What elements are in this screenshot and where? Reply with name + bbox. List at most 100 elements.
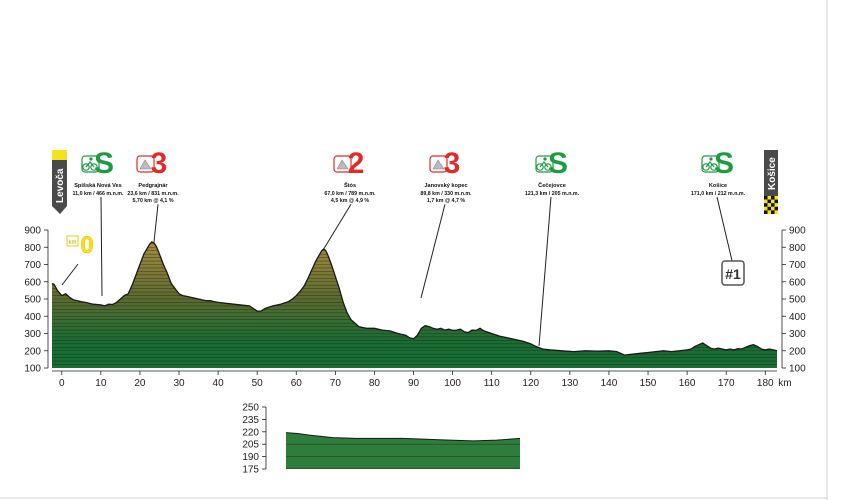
x-unit-label: km bbox=[778, 378, 791, 389]
x-axis: 0 10 20 30 40 50 60 70 80 90 100 110 120 130 140 150 160… bbox=[52, 370, 792, 389]
cyclist-head bbox=[709, 157, 713, 161]
sprint-badge-label: S bbox=[548, 147, 568, 180]
km-zero-value: 0 bbox=[80, 232, 93, 259]
finish-checker bbox=[767, 199, 771, 204]
x-tick-label: 70 bbox=[330, 378, 342, 389]
finish-checker bbox=[774, 210, 778, 214]
finish-checker bbox=[767, 196, 771, 200]
sprint-badge: S bbox=[535, 147, 568, 180]
finish-checker bbox=[764, 210, 768, 214]
y-tick-label-right: 900 bbox=[789, 226, 806, 237]
finish-label: Košice bbox=[767, 157, 778, 190]
callout-sprint-4: S Čečejovce 121,3 km / 205 m.n.m. bbox=[525, 147, 580, 347]
finish-checker bbox=[771, 203, 775, 207]
y-tick-label-left: 800 bbox=[24, 243, 41, 254]
callout-detail: 121,3 km / 205 m.n.m. bbox=[525, 191, 580, 197]
x-tick-label: 180 bbox=[757, 378, 774, 389]
y-tick-label-right: 800 bbox=[789, 243, 806, 254]
y-axis-left: 100 200 300 400 500 600 700 800 900 bbox=[24, 226, 49, 375]
finish-checker bbox=[774, 196, 778, 200]
callout-detail: 1,7 km @ 4,7 % bbox=[427, 198, 465, 204]
callout-climb-1: 3 Pedgrajnár 23,6 km / 831 m.n.m.5,70 km @… bbox=[127, 147, 179, 242]
callout-leader bbox=[538, 196, 552, 347]
callout-name: Janovský kopec bbox=[424, 183, 467, 189]
start-flag bbox=[52, 150, 67, 214]
circuit-y-tick-label: 220 bbox=[242, 427, 259, 438]
y-tick-label-left: 400 bbox=[24, 312, 41, 323]
callout-leader bbox=[100, 196, 103, 297]
x-tick-label: 50 bbox=[252, 378, 264, 389]
finish-flag bbox=[764, 150, 778, 204]
y-tick-label-left: 900 bbox=[24, 226, 41, 237]
finish-checker bbox=[774, 203, 778, 207]
mountain-icon bbox=[336, 159, 349, 170]
climb-badge-label: 3 bbox=[151, 147, 168, 180]
callout-detail: 11,0 km / 466 m.n.m. bbox=[73, 191, 124, 197]
callout-name: Čečejovce bbox=[538, 182, 566, 189]
callout-detail: 5,70 km @ 4,1 % bbox=[132, 198, 173, 204]
x-tick-label: 40 bbox=[213, 378, 225, 389]
x-tick-label: 160 bbox=[679, 378, 696, 389]
frame-lines bbox=[0, 0, 828, 500]
callout-leader bbox=[716, 196, 734, 266]
elevation-profile-area bbox=[52, 241, 777, 368]
cyclist-head bbox=[543, 157, 547, 161]
km-zero-leader bbox=[61, 263, 79, 286]
y-tick-label-right: 400 bbox=[789, 312, 806, 323]
y-tick-label-left: 300 bbox=[24, 329, 41, 340]
climb-badge: 2 bbox=[333, 147, 364, 180]
finish-checker bbox=[767, 210, 771, 214]
callout-lap-6: #1 bbox=[721, 260, 745, 286]
y-axis-right: 100 200 300 400 500 600 700 800 900 bbox=[781, 226, 806, 375]
finish-checker bbox=[764, 206, 768, 211]
x-tick-label: 80 bbox=[369, 378, 381, 389]
start-marker: Levoča km 0 bbox=[52, 150, 94, 286]
cyclist-frame bbox=[705, 161, 715, 168]
circuit-gridlines bbox=[286, 443, 520, 469]
finish-checker bbox=[764, 196, 768, 200]
circuit-y-tick-label: 235 bbox=[242, 415, 259, 426]
finish-checker bbox=[774, 206, 778, 211]
cyclist-frame bbox=[85, 161, 95, 168]
finish-checker bbox=[774, 199, 778, 204]
finish-checker bbox=[767, 203, 771, 207]
finish-checker bbox=[767, 206, 771, 211]
callout-name: Pedgrajnár bbox=[138, 183, 168, 189]
x-tick-label: 10 bbox=[95, 378, 107, 389]
callout-leader bbox=[323, 203, 352, 250]
x-tick-label: 120 bbox=[522, 378, 539, 389]
y-tick-label-right: 200 bbox=[789, 346, 806, 357]
cyclist-wheel bbox=[82, 163, 90, 171]
callout-name: Štós bbox=[344, 181, 356, 189]
y-tick-label-left: 700 bbox=[24, 260, 41, 271]
callout-climb-3: 3 Janovský kopec 89,8 km / 330 m.n.m.1,7 k… bbox=[420, 147, 472, 299]
sprint-badge-icon-box bbox=[535, 155, 554, 173]
circuit-y-tick-label: 205 bbox=[242, 440, 259, 451]
x-tick-label: 140 bbox=[601, 378, 618, 389]
y-tick-label-left: 500 bbox=[24, 295, 41, 306]
y-tick-label-left: 100 bbox=[24, 364, 41, 375]
climb-badge: 3 bbox=[136, 147, 168, 180]
callout-detail: 67,0 km / 789 m.n.m. bbox=[324, 191, 376, 197]
point-callouts: S Spišská Nová Ves 11,0 km / 466 m.n.m. 3 Pe… bbox=[73, 147, 746, 347]
circuit-y-tick-label: 175 bbox=[242, 465, 259, 476]
sprint-badge: S bbox=[701, 147, 734, 180]
y-tick-label-right: 700 bbox=[789, 260, 806, 271]
callout-name: Spišská Nová Ves bbox=[74, 183, 122, 189]
sprint-badge: S bbox=[81, 147, 114, 180]
climb-badge-label: 3 bbox=[444, 147, 461, 180]
circuit-profile-area bbox=[286, 432, 520, 469]
callout-detail: 4,5 km @ 4,9 % bbox=[331, 198, 369, 204]
callout-name: Košice bbox=[709, 183, 727, 189]
circuit-y-tick-label: 190 bbox=[242, 452, 259, 463]
y-tick-label-left: 200 bbox=[24, 346, 41, 357]
y-tick-label-right: 300 bbox=[789, 329, 806, 340]
elevation-profile-line bbox=[51, 241, 778, 356]
y-tick-label-left: 600 bbox=[24, 277, 41, 288]
callout-sprint-5: S Košice 171,0 km / 212 m.n.m. bbox=[691, 147, 746, 266]
start-flag-stripe bbox=[52, 150, 67, 160]
x-tick-label: 0 bbox=[59, 378, 65, 389]
